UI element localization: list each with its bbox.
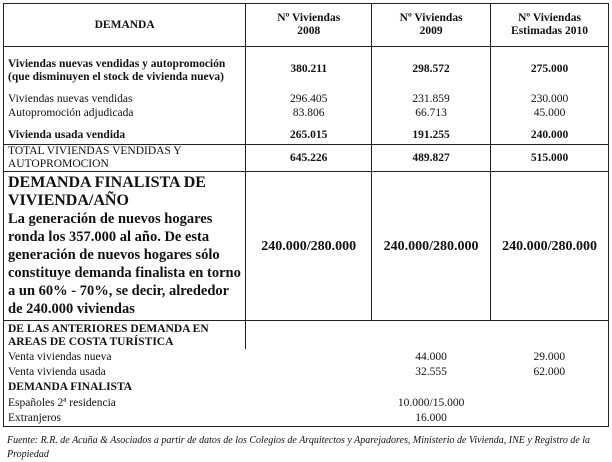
value-2010: 240.000 — [490, 120, 609, 145]
header-2010-l1: Nº Viviendas — [518, 12, 581, 24]
finalista-row: DEMANDA FINALISTA DE VIVIENDA/AÑO La gene… — [2, 171, 609, 321]
finalista-title: DEMANDA FINALISTA DE VIVIENDA/AÑO — [8, 174, 206, 209]
finalista-2008: 240.000/280.000 — [245, 171, 373, 321]
value-2010: 29.000 — [490, 349, 609, 365]
value: 10.000/15.000 — [397, 396, 465, 409]
table-row: DEMANDA FINALISTA — [2, 380, 609, 395]
header-row: DEMANDA Nº Viviendas 2008 Nº Viviendas 200… — [2, 3, 609, 47]
costa-title-row: DE LAS ANTERIORES DEMANDA EN AREAS DE CO… — [2, 320, 609, 349]
table-row: Viviendas nuevas vendidas 296.405 231.85… — [2, 92, 609, 107]
value-2009: 32.555 — [415, 366, 447, 378]
value-2009: 298.572 — [371, 46, 492, 93]
header-2008-l1: Nº Viviendas — [277, 12, 341, 24]
header-2009-l1: Nº Viviendas — [399, 12, 463, 24]
value-2009: 66.713 — [371, 106, 492, 121]
total-2008: 645.226 — [245, 144, 373, 172]
table-row: Venta viviendas nueva 44.000 29.000 — [2, 349, 609, 365]
row-label: Autopromoción adjudicada — [2, 106, 247, 121]
value-2009: 191.255 — [371, 120, 492, 145]
costa-subtitle: DEMANDA FINALISTA — [2, 380, 246, 395]
row-label: Venta vivienda usada — [2, 365, 246, 380]
total-2010: 515.000 — [490, 144, 609, 172]
finalista-2010: 240.000/280.000 — [490, 171, 609, 321]
header-2009-l2: 2009 — [419, 25, 443, 37]
row-label: Viviendas nuevas vendidas y autopromoció… — [2, 46, 247, 93]
value-2010: 45.000 — [490, 106, 609, 121]
value-2009: 231.859 — [371, 92, 492, 107]
value-2008: 380.211 — [245, 46, 373, 93]
header-2009: Nº Viviendas 2009 — [371, 3, 492, 47]
value-2008: 265.015 — [245, 120, 373, 145]
table-row: Viviendas nuevas vendidas y autopromoció… — [2, 46, 609, 93]
total-2009: 489.827 — [371, 144, 492, 172]
demand-table: DEMANDA Nº Viviendas 2008 Nº Viviendas 200… — [2, 3, 609, 427]
table-row: Vivienda usada vendida 265.015 191.255 2… — [2, 120, 609, 145]
value: 16.000 — [415, 411, 447, 424]
finalista-text: La generación de nuevos hogares ronda lo… — [8, 211, 241, 317]
table-row: Venta vivienda usada 32.555 62.000 — [2, 365, 609, 380]
finalista-cell: DEMANDA FINALISTA DE VIVIENDA/AÑO La gene… — [2, 171, 247, 321]
header-2010-l2: Estimadas 2010 — [511, 25, 589, 37]
table-row: Españoles 2ª residencia 10.000/15.000 — [2, 395, 609, 411]
costa-title: DE LAS ANTERIORES DEMANDA EN AREAS DE CO… — [2, 320, 247, 349]
header-2010: Nº Viviendas Estimadas 2010 — [490, 3, 609, 47]
row-label: Españoles 2ª residencia — [2, 395, 246, 411]
value-2008: 83.806 — [245, 106, 373, 121]
finalista-2009: 240.000/280.000 — [371, 171, 492, 321]
total-label: TOTAL VIVIENDAS VENDIDAS Y AUTOPROMOCION — [2, 144, 247, 172]
table-row: Extranjeros 16.000 — [2, 411, 609, 426]
row-label: Venta viviendas nueva — [2, 349, 246, 365]
row-label: Extranjeros — [2, 411, 246, 426]
value-2010: 230.000 — [490, 92, 609, 107]
header-demanda: DEMANDA — [2, 3, 247, 47]
row-label: Vivienda usada vendida — [2, 120, 247, 145]
value-2010: 275.000 — [490, 46, 609, 93]
table-row: Autopromoción adjudicada 83.806 66.713 4… — [2, 106, 609, 121]
header-2008: Nº Viviendas 2008 — [245, 3, 373, 47]
row-label: Viviendas nuevas vendidas — [2, 92, 247, 107]
header-2008-l2: 2008 — [297, 25, 321, 37]
value-2008: 296.405 — [245, 92, 373, 107]
footnote: Fuente: R.R. de Acuña & Asociados a part… — [7, 434, 591, 460]
value-2009: 44.000 — [415, 350, 447, 363]
value-2010: 62.000 — [490, 365, 609, 380]
total-row: TOTAL VIVIENDAS VENDIDAS Y AUTOPROMOCION… — [2, 144, 609, 172]
